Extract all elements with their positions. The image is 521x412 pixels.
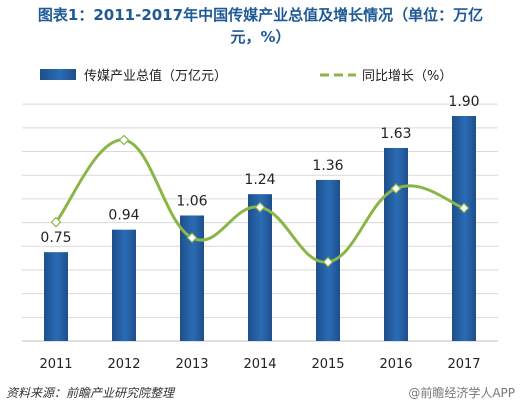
bar-label-2015: 1.36: [312, 158, 343, 174]
chart-title-line1: 图表1：2011-2017年中国传媒产业总值及增长情况（单位：万亿: [37, 6, 484, 24]
bar-label-2017: 1.90: [448, 94, 479, 110]
growth-point-2016: [390, 183, 402, 194]
growth-point-2013: [186, 232, 198, 244]
bar-2017: [452, 116, 476, 341]
x-tick-2013: 2013: [175, 357, 208, 372]
legend-swatch-bar: [40, 69, 76, 80]
bar-label-2013: 1.06: [176, 193, 207, 209]
bar-2014: [248, 194, 272, 341]
x-tick-2012: 2012: [107, 357, 140, 372]
watermark: @前瞻经济学人APP: [408, 386, 515, 400]
bar-label-2011: 0.75: [40, 230, 71, 246]
bar-label-2016: 1.63: [380, 126, 411, 142]
bar-2016: [384, 147, 408, 341]
legend-label-bar: 传媒产业总值（万亿元）: [84, 68, 227, 84]
growth-point-2014: [254, 201, 266, 213]
source-note: 资料来源：前瞻产业研究院整理: [6, 386, 175, 400]
growth-point-2012: [118, 134, 130, 146]
chart-title: 图表1：2011-2017年中国传媒产业总值及增长情况（单位：万亿 元，%）: [0, 4, 521, 48]
growth-point-2017: [458, 202, 470, 214]
bar-2011: [44, 252, 68, 341]
x-tick-2014: 2014: [243, 357, 276, 372]
bar-label-2014: 1.24: [244, 172, 275, 188]
legend-label-line: 同比增长（%）: [362, 69, 452, 84]
x-tick-2015: 2015: [311, 357, 344, 372]
bar-2012: [112, 229, 136, 341]
chart-title-line2: 元，%）: [230, 28, 291, 46]
growth-point-2011: [50, 216, 62, 228]
x-tick-2017: 2017: [447, 357, 480, 372]
x-tick-2016: 2016: [379, 357, 412, 372]
growth-point-2015: [322, 256, 334, 268]
bar-label-2012: 0.94: [108, 208, 139, 224]
x-tick-2011: 2011: [39, 357, 72, 372]
